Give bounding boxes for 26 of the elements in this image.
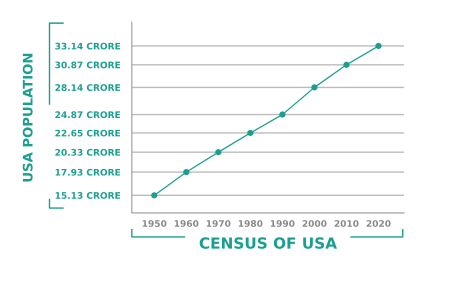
y-tick-label: 24.87 CRORE <box>55 111 120 118</box>
y-tick-label: 28.14 CRORE <box>55 84 120 91</box>
point <box>215 149 222 156</box>
y-tick-label: 30.87 CRORE <box>55 62 120 68</box>
point <box>375 42 382 50</box>
point <box>343 62 350 68</box>
point <box>247 130 254 136</box>
y-axis-title: USA POPULATION <box>22 54 33 182</box>
x-tick-label: 2020 <box>366 220 391 227</box>
x-tick-label: 1980 <box>238 220 262 227</box>
x-axis-title: CENSUS OF USA <box>200 237 337 249</box>
x-tick-label: 2010 <box>334 220 359 227</box>
x-tick-label: 2000 <box>302 220 327 227</box>
point <box>151 192 158 198</box>
y-tick-label: 33.14 CRORE <box>55 42 120 50</box>
x-tick-label: 1960 <box>174 220 198 227</box>
y-tick-label: 15.13 CRORE <box>56 192 120 199</box>
y-tick-label: 20.33 CRORE <box>55 148 120 156</box>
y-tick-label: 22.65 CRORE <box>55 130 120 137</box>
y-tick-label: 17.93 CRORE <box>56 168 120 176</box>
x-tick-label: 1990 <box>270 220 295 227</box>
x-tick-label: 1950 <box>142 220 166 227</box>
point <box>183 168 190 176</box>
point <box>311 84 318 91</box>
point <box>279 111 286 118</box>
x-tick-label: 1970 <box>206 220 230 227</box>
